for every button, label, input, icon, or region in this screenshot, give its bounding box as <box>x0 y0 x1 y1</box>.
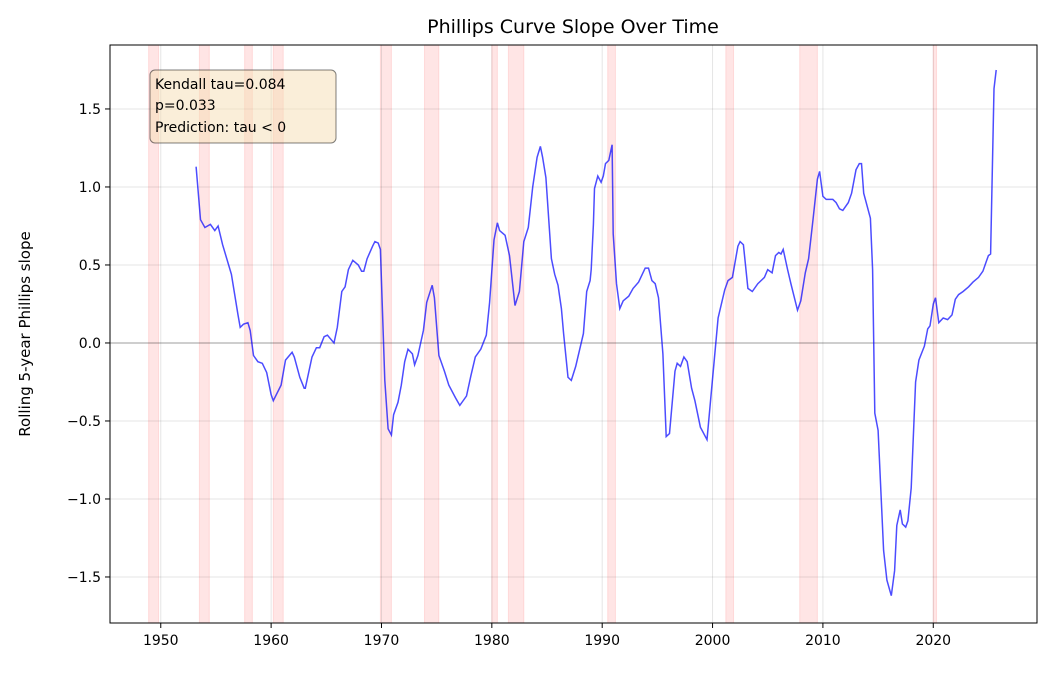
shaded-period <box>491 44 498 624</box>
grid <box>110 45 1037 623</box>
plot-frame <box>109 44 1038 624</box>
y-tick-label: −1.5 <box>67 570 101 586</box>
y-tick-label: −1.0 <box>67 492 101 508</box>
x-tick-label: 1950 <box>143 633 179 649</box>
series-line <box>195 69 997 596</box>
x-tick-label: 1990 <box>584 633 620 649</box>
y-tick-label: 0.0 <box>79 336 101 352</box>
x-axis-ticks: 1950 1960 1970 1980 1990 2000 2010 2020 <box>143 623 951 649</box>
y-tick-label: −0.5 <box>67 414 101 430</box>
x-tick-label: 2020 <box>915 633 951 649</box>
x-tick-label: 1960 <box>253 633 289 649</box>
y-tick-label: 1.0 <box>79 180 101 196</box>
y-axis-ticks: −1.5 −1.0 −0.5 0.0 0.5 1.0 1.5 <box>67 102 110 586</box>
annotation-line-1: Kendall tau=0.084 <box>155 77 286 93</box>
shaded-period <box>725 44 735 624</box>
annotation-line-3: Prediction: tau < 0 <box>155 120 286 136</box>
x-tick-label: 1970 <box>364 633 400 649</box>
chart-title: Phillips Curve Slope Over Time <box>427 16 719 38</box>
y-tick-label: 1.5 <box>79 102 101 118</box>
x-tick-label: 2010 <box>805 633 841 649</box>
y-tick-label: 0.5 <box>79 258 101 274</box>
shaded-period <box>607 44 616 624</box>
shaded-period <box>799 44 818 624</box>
annotation-line-2: p=0.033 <box>155 98 216 114</box>
x-tick-label: 1980 <box>474 633 510 649</box>
annotation-box: Kendall tau=0.084 p=0.033 Prediction: ta… <box>149 69 337 144</box>
shaded-period <box>507 44 525 624</box>
x-tick-label: 2000 <box>695 633 731 649</box>
y-axis-label: Rolling 5-year Phillips slope <box>16 231 34 436</box>
shaded-period <box>379 44 392 624</box>
